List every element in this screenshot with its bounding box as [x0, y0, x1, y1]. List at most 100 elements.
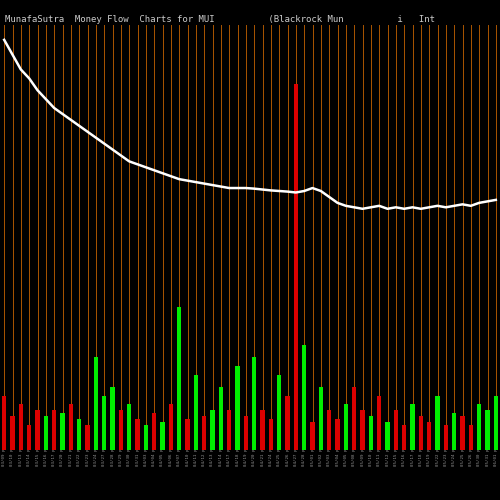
Bar: [394, 410, 398, 440]
Bar: [260, 410, 265, 440]
Bar: [18, 440, 23, 450]
Bar: [268, 419, 273, 440]
Bar: [18, 404, 23, 440]
Text: MunafaSutra  Money Flow  Charts for MUI          (Blackrock Mun          i   Int: MunafaSutra Money Flow Charts for MUI (B…: [5, 15, 435, 24]
Bar: [385, 422, 390, 440]
Bar: [310, 440, 315, 450]
Bar: [335, 419, 340, 440]
Bar: [352, 440, 356, 450]
Bar: [94, 440, 98, 450]
Bar: [52, 410, 56, 440]
Bar: [244, 416, 248, 440]
Bar: [102, 440, 106, 450]
Bar: [277, 440, 281, 450]
Bar: [427, 422, 432, 440]
Bar: [477, 404, 482, 440]
Bar: [468, 425, 473, 440]
Bar: [460, 440, 465, 450]
Bar: [160, 440, 165, 450]
Bar: [318, 386, 323, 440]
Bar: [360, 440, 365, 450]
Bar: [127, 404, 132, 440]
Bar: [102, 396, 106, 440]
Bar: [252, 357, 256, 440]
Bar: [152, 440, 156, 450]
Bar: [27, 440, 32, 450]
Bar: [277, 375, 281, 440]
Bar: [494, 440, 498, 450]
Bar: [352, 386, 356, 440]
Bar: [135, 440, 140, 450]
Bar: [260, 440, 265, 450]
Bar: [218, 440, 223, 450]
Bar: [152, 414, 156, 440]
Bar: [285, 396, 290, 440]
Bar: [435, 396, 440, 440]
Bar: [368, 416, 373, 440]
Bar: [485, 440, 490, 450]
Bar: [144, 425, 148, 440]
Bar: [418, 416, 423, 440]
Bar: [85, 425, 90, 440]
Bar: [77, 440, 82, 450]
Bar: [385, 440, 390, 450]
Bar: [202, 416, 206, 440]
Bar: [177, 306, 182, 440]
Bar: [435, 440, 440, 450]
Bar: [127, 440, 132, 450]
Bar: [168, 404, 173, 440]
Bar: [135, 419, 140, 440]
Bar: [477, 440, 482, 450]
Bar: [294, 84, 298, 440]
Bar: [452, 440, 456, 450]
Bar: [94, 357, 98, 440]
Bar: [444, 440, 448, 450]
Bar: [268, 440, 273, 450]
Bar: [344, 404, 348, 440]
Bar: [194, 375, 198, 440]
Bar: [160, 422, 165, 440]
Bar: [52, 440, 56, 450]
Bar: [394, 440, 398, 450]
Bar: [377, 396, 382, 440]
Bar: [377, 440, 382, 450]
Bar: [185, 419, 190, 440]
Bar: [418, 440, 423, 450]
Bar: [444, 425, 448, 440]
Bar: [235, 440, 240, 450]
Bar: [235, 366, 240, 440]
Bar: [252, 440, 256, 450]
Bar: [60, 440, 65, 450]
Bar: [44, 416, 48, 440]
Bar: [118, 440, 123, 450]
Bar: [402, 425, 406, 440]
Bar: [210, 410, 215, 440]
Bar: [177, 440, 182, 450]
Bar: [2, 440, 6, 450]
Bar: [294, 440, 298, 450]
Bar: [202, 440, 206, 450]
Bar: [368, 440, 373, 450]
Bar: [185, 440, 190, 450]
Bar: [318, 440, 323, 450]
Bar: [310, 422, 315, 440]
Bar: [118, 410, 123, 440]
Bar: [335, 440, 340, 450]
Bar: [468, 440, 473, 450]
Bar: [402, 440, 406, 450]
Bar: [44, 440, 48, 450]
Bar: [68, 404, 73, 440]
Bar: [194, 440, 198, 450]
Bar: [10, 416, 15, 440]
Bar: [285, 440, 290, 450]
Bar: [10, 440, 15, 450]
Bar: [244, 440, 248, 450]
Bar: [485, 410, 490, 440]
Bar: [35, 410, 40, 440]
Bar: [327, 440, 332, 450]
Bar: [85, 440, 90, 450]
Bar: [168, 440, 173, 450]
Bar: [452, 414, 456, 440]
Bar: [60, 414, 65, 440]
Bar: [27, 425, 32, 440]
